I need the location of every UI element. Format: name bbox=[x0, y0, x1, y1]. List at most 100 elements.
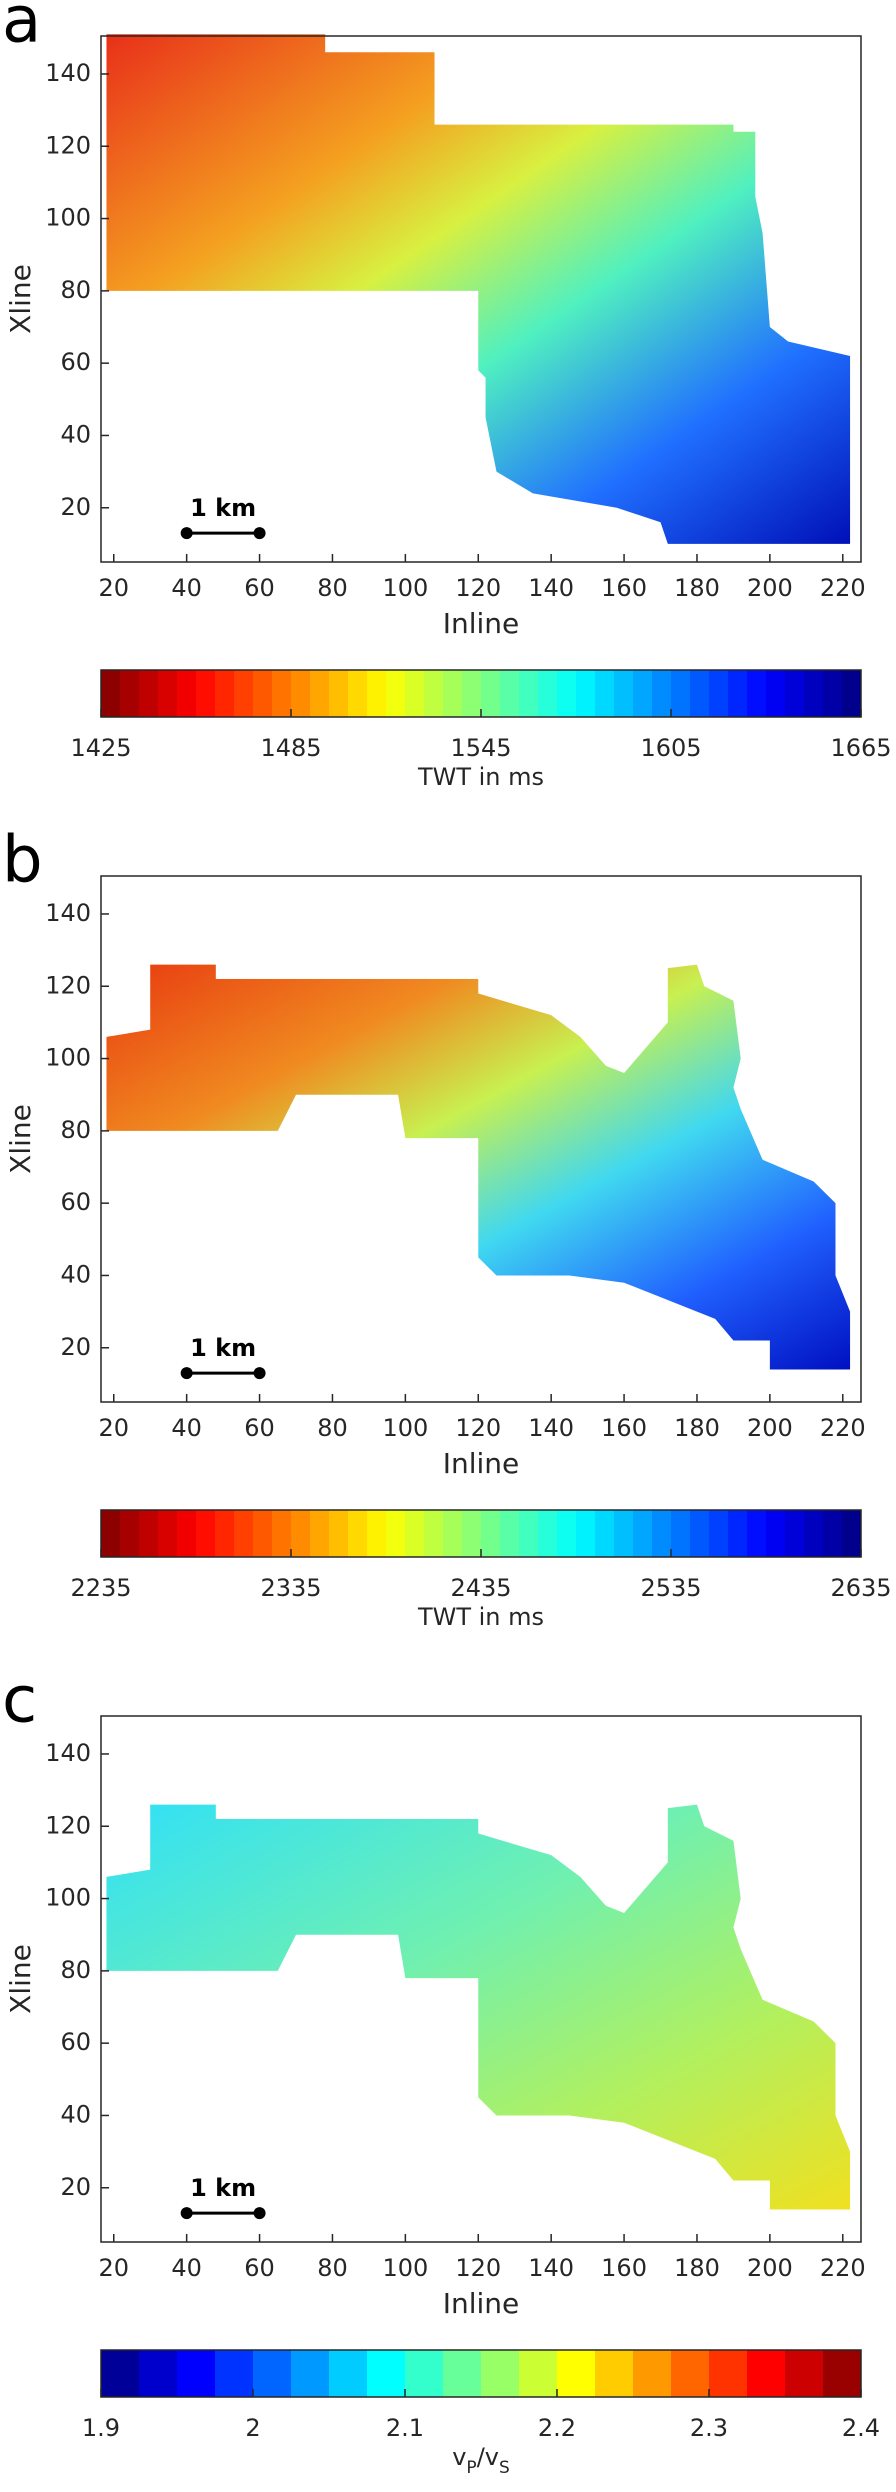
x-tick-label: 180 bbox=[674, 2254, 720, 2282]
colorbar-cell bbox=[823, 2350, 862, 2397]
colorbar-cell bbox=[272, 1510, 292, 1557]
x-tick-label: 80 bbox=[317, 1414, 348, 1442]
colorbar-cell bbox=[633, 2350, 672, 2397]
map-region bbox=[106, 964, 851, 1370]
x-tick-label: 140 bbox=[528, 574, 574, 602]
colorbar-cell bbox=[842, 670, 862, 717]
colorbar-tick-label: 2535 bbox=[640, 1574, 701, 1602]
panel-label: b bbox=[2, 824, 43, 898]
colorbar-label-part: P bbox=[466, 2458, 476, 2478]
colorbar-label: TWT in ms bbox=[417, 763, 544, 791]
x-tick-label: 160 bbox=[601, 1414, 647, 1442]
colorbar-tick-label: 1.9 bbox=[82, 2414, 120, 2442]
y-tick-label: 120 bbox=[45, 131, 91, 159]
colorbar-cell bbox=[823, 670, 843, 717]
colorbar-tick-label: 2235 bbox=[70, 1574, 131, 1602]
colorbar-cell bbox=[215, 2350, 254, 2397]
colorbar-cell bbox=[139, 670, 159, 717]
x-tick-label: 40 bbox=[171, 574, 202, 602]
x-tick-label: 200 bbox=[747, 2254, 793, 2282]
colorbar-cell bbox=[481, 1510, 501, 1557]
colorbar-cell bbox=[519, 1510, 539, 1557]
colorbar-cell bbox=[842, 1510, 862, 1557]
colorbar-cell bbox=[823, 1510, 843, 1557]
colorbar-tick-label: 2435 bbox=[450, 1574, 511, 1602]
colorbar-cell bbox=[804, 670, 824, 717]
colorbar-cell bbox=[348, 670, 368, 717]
colorbar-cell bbox=[120, 1510, 140, 1557]
colorbar-tick-label: 2335 bbox=[260, 1574, 321, 1602]
colorbar-label: TWT in ms bbox=[417, 1603, 544, 1631]
colorbar-cell bbox=[671, 2350, 710, 2397]
colorbar-tick-label: 1605 bbox=[640, 734, 701, 762]
colorbar-cell bbox=[253, 670, 273, 717]
colorbar-cell bbox=[443, 670, 463, 717]
colorbar-cell bbox=[747, 2350, 786, 2397]
colorbar-cell bbox=[405, 2350, 444, 2397]
colorbar-cell bbox=[671, 670, 691, 717]
scale-bar-label: 1 km bbox=[190, 2174, 256, 2202]
colorbar-cell bbox=[443, 1510, 463, 1557]
x-tick-label: 100 bbox=[382, 1414, 428, 1442]
axes-box bbox=[100, 1715, 862, 2243]
colorbar-cell bbox=[329, 670, 349, 717]
x-tick-label: 80 bbox=[317, 574, 348, 602]
x-tick-label: 20 bbox=[98, 574, 129, 602]
x-tick-label: 60 bbox=[244, 574, 275, 602]
x-tick-label: 60 bbox=[244, 1414, 275, 1442]
colorbar-cell bbox=[158, 1510, 178, 1557]
map-region bbox=[106, 34, 851, 544]
colorbar-cell bbox=[215, 1510, 235, 1557]
y-axis-label: Xline bbox=[4, 1104, 37, 1174]
y-tick-label: 40 bbox=[60, 2100, 91, 2128]
y-tick-label: 140 bbox=[45, 1739, 91, 1767]
colorbar-cell bbox=[595, 670, 615, 717]
colorbar-label-part: TWT in ms bbox=[417, 1603, 544, 1631]
x-axis-label: Inline bbox=[443, 1447, 520, 1480]
panel-label: a bbox=[2, 0, 41, 58]
colorbar-cell bbox=[158, 670, 178, 717]
colorbar-cell bbox=[424, 1510, 444, 1557]
y-tick-label: 80 bbox=[60, 1956, 91, 1984]
scale-bar-end bbox=[180, 2207, 193, 2220]
x-tick-label: 40 bbox=[171, 1414, 202, 1442]
y-tick-label: 20 bbox=[60, 493, 91, 521]
colorbar-label-part: S bbox=[499, 2458, 510, 2478]
x-tick-label: 120 bbox=[455, 574, 501, 602]
x-axis-label: Inline bbox=[443, 2287, 520, 2320]
colorbar-cell bbox=[557, 1510, 577, 1557]
y-tick-label: 100 bbox=[45, 1884, 91, 1912]
y-tick-label: 40 bbox=[60, 1260, 91, 1288]
x-tick-label: 40 bbox=[171, 2254, 202, 2282]
colorbar-cell bbox=[386, 1510, 406, 1557]
axes-box bbox=[100, 35, 862, 563]
x-tick-label: 100 bbox=[382, 574, 428, 602]
x-tick-label: 20 bbox=[98, 2254, 129, 2282]
axes-box bbox=[100, 875, 862, 1403]
x-tick-label: 220 bbox=[820, 574, 866, 602]
colorbar-cell bbox=[120, 670, 140, 717]
colorbar-label-part: TWT in ms bbox=[417, 763, 544, 791]
colorbar-cell bbox=[633, 1510, 653, 1557]
scale-bar-end bbox=[253, 527, 266, 540]
colorbar-cell bbox=[633, 670, 653, 717]
x-tick-label: 180 bbox=[674, 574, 720, 602]
colorbar-cell bbox=[595, 1510, 615, 1557]
colorbar-cell bbox=[177, 1510, 197, 1557]
y-tick-label: 120 bbox=[45, 1811, 91, 1839]
colorbar-cell bbox=[462, 1510, 482, 1557]
colorbar-cell bbox=[519, 670, 539, 717]
colorbar-cell bbox=[367, 2350, 406, 2397]
colorbar-tick-label: 1665 bbox=[830, 734, 891, 762]
colorbar-cell bbox=[519, 2350, 558, 2397]
colorbar-tick-label: 2635 bbox=[830, 1574, 891, 1602]
colorbar-cell bbox=[329, 1510, 349, 1557]
colorbar-cell bbox=[500, 670, 520, 717]
x-tick-label: 180 bbox=[674, 1414, 720, 1442]
scale-bar-end bbox=[180, 1367, 193, 1380]
colorbar-tick-label: 1545 bbox=[450, 734, 511, 762]
x-tick-label: 140 bbox=[528, 2254, 574, 2282]
colorbar-cell bbox=[348, 1510, 368, 1557]
colorbar-cell bbox=[557, 2350, 596, 2397]
scale-bar-end bbox=[180, 527, 193, 540]
